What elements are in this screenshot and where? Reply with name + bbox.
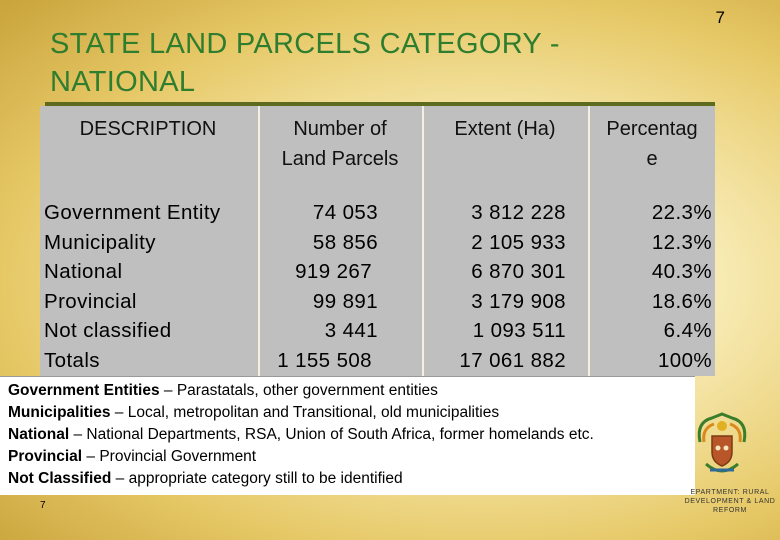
row-description: National	[44, 260, 123, 284]
definition-line: National – National Departments, RSA, Un…	[8, 426, 594, 444]
department-line-1: EPARTMENT: RURAL	[690, 489, 770, 496]
header-description-text: DESCRIPTION	[79, 118, 217, 140]
row-percentage: 12.3%	[651, 230, 712, 254]
title-underline	[45, 102, 715, 106]
definition-text: – appropriate category still to be ident…	[111, 470, 403, 487]
row-parcels: 919 267	[295, 260, 372, 284]
header-percentage-line-2: e	[646, 148, 658, 170]
row-extent: 2 105 933	[471, 230, 566, 254]
definitions-box: Government Entities – Parastatals, other…	[0, 376, 695, 495]
page-number: 7	[715, 8, 725, 27]
definition-text: – Local, metropolitan and Transitional, …	[110, 404, 500, 421]
row-description: Provincial	[44, 289, 137, 313]
definition-text: – Provincial Government	[82, 448, 257, 465]
definition-term: Provincial	[8, 448, 83, 465]
header-parcels-line-2: Land Parcels	[281, 148, 399, 170]
description-column: Government Entity Municipality National …	[44, 198, 221, 376]
definition-term: Not Classified	[8, 470, 112, 487]
parcels-column: 74 053 58 856 919 267 99 891 3 441 1 155…	[258, 198, 378, 376]
header-parcels-line-1: Number of	[293, 118, 387, 140]
header-description: DESCRIPTION	[58, 114, 238, 144]
header-extent: Extent (Ha)	[424, 114, 586, 144]
row-description: Municipality	[44, 230, 156, 254]
definition-term: Municipalities	[8, 404, 111, 421]
data-table: DESCRIPTION Number of Land Parcels Exten…	[40, 106, 715, 376]
row-parcels: 99 891	[312, 289, 378, 313]
header-parcels: Number of Land Parcels	[260, 114, 420, 174]
row-percentage: 40.3%	[651, 260, 712, 284]
row-percentage: 100%	[657, 348, 712, 372]
slide-title: STATE LAND PARCELS CATEGORY - NATIONAL	[50, 25, 650, 101]
extent-column: 3 812 228 2 105 933 6 870 301 3 179 908 …	[416, 198, 566, 376]
definition-line: Government Entities – Parastatals, other…	[8, 382, 438, 400]
row-percentage: 6.4%	[663, 319, 712, 343]
definition-line: Provincial – Provincial Government	[8, 448, 256, 466]
row-extent: 6 870 301	[471, 260, 566, 284]
row-description: Not classified	[44, 319, 172, 343]
header-extent-text: Extent (Ha)	[454, 118, 556, 140]
row-parcels: 1 155 508	[277, 348, 372, 372]
row-description: Totals	[44, 348, 100, 372]
department-name: EPARTMENT: RURAL DEVELOPMENT & LAND REFO…	[682, 488, 778, 515]
row-percentage: 22.3%	[651, 201, 712, 224]
row-extent: 17 061 882	[459, 348, 566, 372]
title-line-2: NATIONAL	[50, 66, 196, 98]
header-percentage-line-1: Percentag	[606, 118, 698, 140]
definition-term: National	[8, 426, 70, 443]
definition-line: Municipalities – Local, metropolitan and…	[8, 404, 499, 422]
row-extent: 3 812 228	[471, 201, 566, 224]
column-separator	[258, 106, 260, 376]
title-line-1: STATE LAND PARCELS CATEGORY -	[50, 28, 560, 60]
department-line-2: DEVELOPMENT & LAND	[684, 498, 776, 505]
row-extent: 1 093 511	[472, 319, 566, 343]
row-percentage: 18.6%	[651, 289, 712, 313]
row-parcels: 58 856	[312, 230, 378, 254]
department-line-3: REFORM	[713, 507, 747, 514]
column-separator	[588, 106, 590, 376]
column-separator	[422, 106, 424, 376]
definition-line: Not Classified – appropriate category st…	[8, 470, 403, 488]
header-percentage: Percentag e	[590, 114, 714, 174]
definition-text: – National Departments, RSA, Union of So…	[69, 426, 594, 443]
row-extent: 3 179 908	[471, 289, 566, 313]
footer-page-number: 7	[40, 500, 46, 511]
percentage-column: 22.3% 12.3% 40.3% 18.6% 6.4% 100%	[600, 198, 712, 376]
coat-of-arms-icon	[697, 412, 747, 473]
row-parcels: 3 441	[324, 319, 378, 343]
definition-term: Government Entities	[8, 382, 160, 399]
definition-text: – Parastatals, other government entities	[159, 382, 438, 399]
row-parcels: 74 053	[312, 201, 378, 224]
row-description: Government Entity	[44, 201, 221, 224]
